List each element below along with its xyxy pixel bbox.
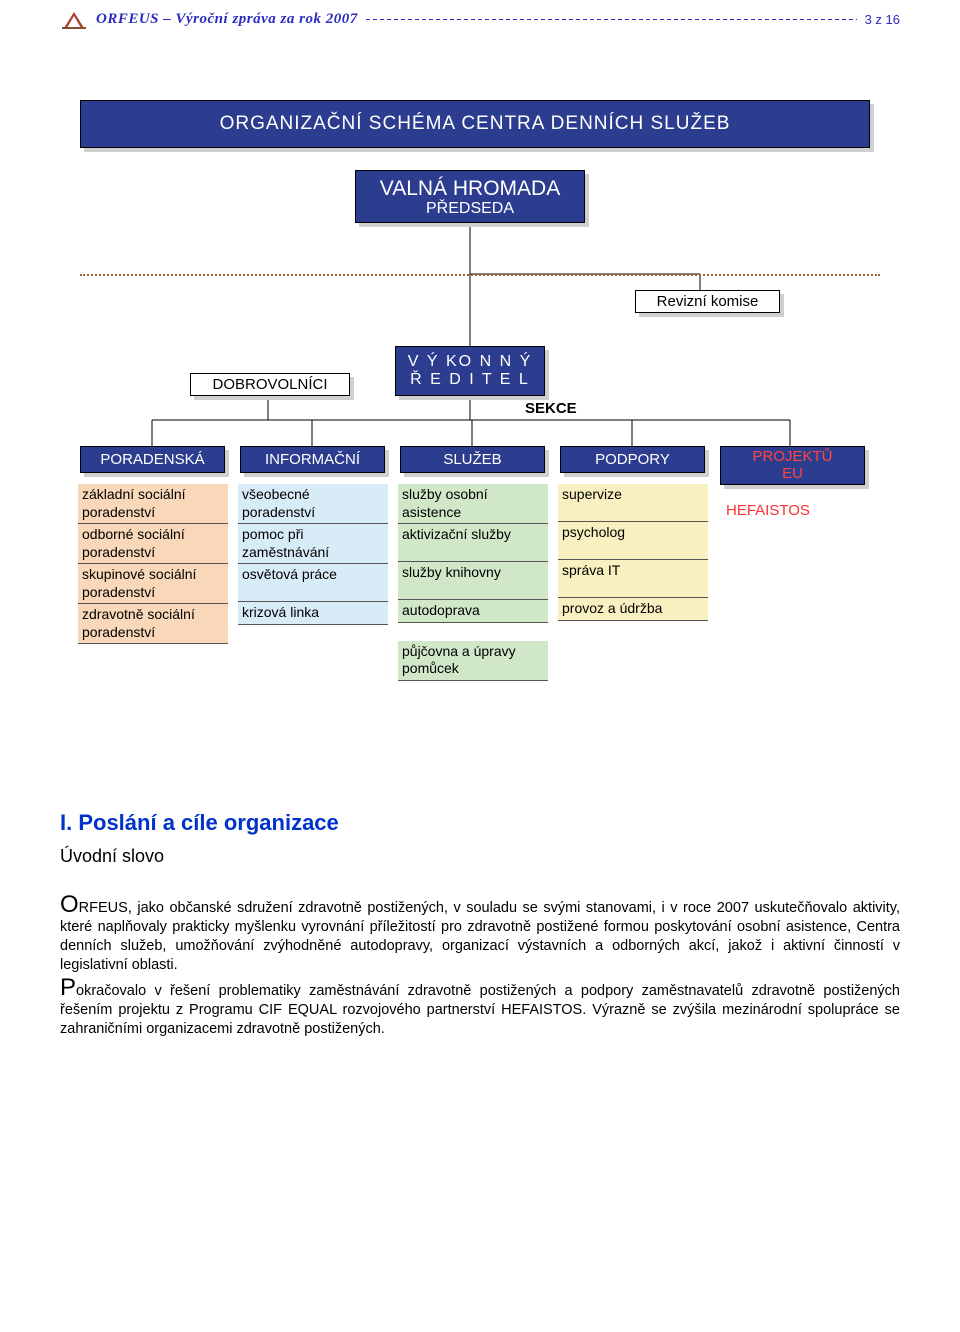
dobrovolnici-box: DOBROVOLNÍCI bbox=[190, 373, 350, 396]
list-item: psycholog bbox=[558, 522, 708, 560]
dotted-divider bbox=[80, 274, 880, 276]
list-item: aktivizační služby bbox=[398, 524, 548, 562]
list-item: supervize bbox=[558, 484, 708, 522]
revizni-komise-box: Revizní komise bbox=[635, 290, 780, 313]
page: ORFEUS – Výroční zpráva za rok 2007 3 z … bbox=[0, 0, 960, 1083]
header-poradenska-text: PORADENSKÁ bbox=[80, 446, 225, 473]
header-podpory-text: PODPORY bbox=[560, 446, 705, 473]
dropcap: O bbox=[60, 891, 79, 918]
list-item: půjčovna a úpravy pomůcek bbox=[398, 641, 548, 681]
list-item: odborné sociální poradenství bbox=[78, 524, 228, 564]
header-projektu-line2: EU bbox=[721, 466, 864, 483]
valna-hromada-box: VALNÁ HROMADA PŘEDSEDA bbox=[355, 170, 585, 223]
list-item: skupinové sociální poradenství bbox=[78, 564, 228, 604]
page-number: 3 z 16 bbox=[865, 12, 900, 27]
paragraph-1-text: RFEUS, jako občanské sdružení zdravotně … bbox=[60, 900, 900, 973]
list-item: zdravotně sociální poradenství bbox=[78, 604, 228, 644]
list-item: autodoprava bbox=[398, 600, 548, 623]
paragraph-1: ORFEUS, jako občanské sdružení zdravotně… bbox=[60, 895, 900, 974]
list-projektu: HEFAISTOS bbox=[718, 498, 868, 523]
list-informacni: všeobecné poradenství pomoc při zaměstná… bbox=[238, 484, 388, 625]
list-item: pomoc při zaměstnávání bbox=[238, 524, 388, 564]
header-informacni-text: INFORMAČNÍ bbox=[240, 446, 385, 473]
vykonny-line1: V Ý KO N N Ý bbox=[400, 353, 540, 371]
subheading: Úvodní slovo bbox=[60, 846, 900, 867]
body-text: I. Poslání a cíle organizace Úvodní slov… bbox=[60, 810, 900, 1039]
section-heading: I. Poslání a cíle organizace bbox=[60, 810, 900, 836]
header-divider bbox=[366, 19, 857, 20]
header-title: ORFEUS – Výroční zpráva za rok 2007 bbox=[96, 11, 358, 28]
header-poradenska: PORADENSKÁ bbox=[80, 446, 225, 473]
list-item: služby osobní asistence bbox=[398, 484, 548, 524]
header-projektu: PROJEKTŮ EU bbox=[720, 446, 865, 485]
orfeus-logo bbox=[60, 8, 88, 30]
dobrovolnici-label: DOBROVOLNÍCI bbox=[190, 373, 350, 396]
list-podpory: supervize psycholog správa IT provoz a ú… bbox=[558, 484, 708, 621]
header-sluzeb: SLUŽEB bbox=[400, 446, 545, 473]
sekce-label: SEKCE bbox=[525, 400, 577, 417]
header-sluzeb-text: SLUŽEB bbox=[400, 446, 545, 473]
vykonny-line2: Ř E D I T E L bbox=[400, 371, 540, 389]
list-item: správa IT bbox=[558, 560, 708, 598]
list-item: osvětová práce bbox=[238, 564, 388, 602]
revizni-komise-label: Revizní komise bbox=[635, 290, 780, 313]
list-item: krizová linka bbox=[238, 602, 388, 625]
predseda-label: PŘEDSEDA bbox=[356, 200, 584, 218]
chart-title: ORGANIZAČNÍ SCHÉMA CENTRA DENNÍCH SLUŽEB bbox=[80, 100, 870, 148]
document-header: ORFEUS – Výroční zpráva za rok 2007 3 z … bbox=[60, 8, 900, 30]
list-poradenska: základní sociální poradenství odborné so… bbox=[78, 484, 228, 644]
valna-hromada-label: VALNÁ HROMADA bbox=[356, 177, 584, 200]
header-projektu-line1: PROJEKTŮ bbox=[721, 449, 864, 466]
dropcap: P bbox=[60, 974, 76, 1001]
list-item: služby knihovny bbox=[398, 562, 548, 600]
org-chart: ORGANIZAČNÍ SCHÉMA CENTRA DENNÍCH SLUŽEB… bbox=[60, 100, 900, 700]
list-sluzeb: služby osobní asistence aktivizační služ… bbox=[398, 484, 548, 681]
header-podpory: PODPORY bbox=[560, 446, 705, 473]
chart-title-text: ORGANIZAČNÍ SCHÉMA CENTRA DENNÍCH SLUŽEB bbox=[80, 100, 870, 148]
vykonny-reditel-box: V Ý KO N N Ý Ř E D I T E L bbox=[395, 346, 545, 396]
hefaistos-label: HEFAISTOS bbox=[718, 498, 868, 523]
header-informacni: INFORMAČNÍ bbox=[240, 446, 385, 473]
list-item: základní sociální poradenství bbox=[78, 484, 228, 524]
list-item: provoz a údržba bbox=[558, 598, 708, 621]
paragraph-2-text: okračovalo v řešení problematiky zaměstn… bbox=[60, 983, 900, 1037]
list-item: všeobecné poradenství bbox=[238, 484, 388, 524]
paragraph-2: Pokračovalo v řešení problematiky zaměst… bbox=[60, 978, 900, 1039]
